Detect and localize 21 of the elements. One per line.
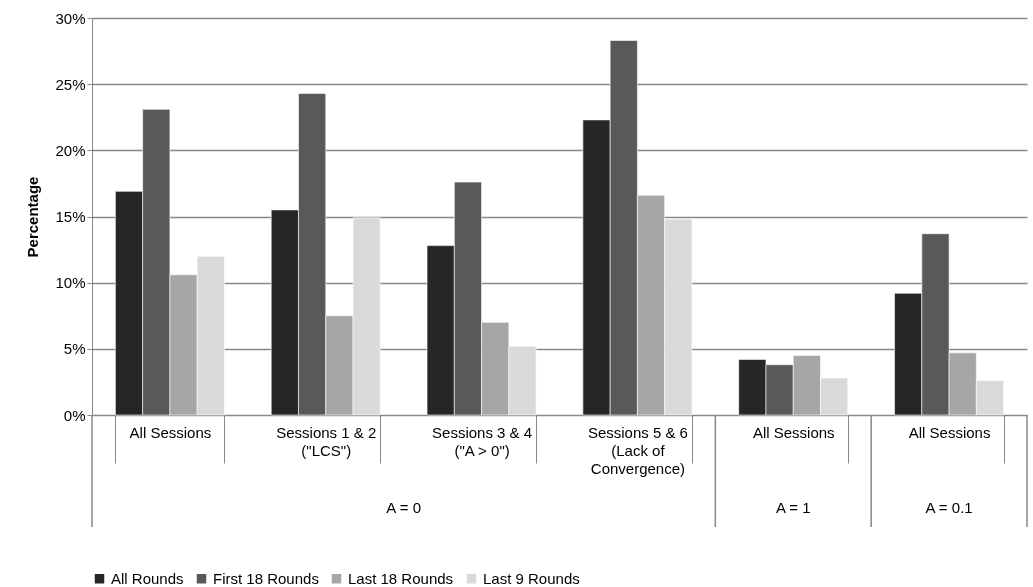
x-tick-label: Sessions 5 & 6 (Lack of Convergence)	[587, 423, 688, 477]
legend-label: All Rounds	[111, 569, 184, 587]
y-tick-label: 10%	[55, 274, 86, 292]
x-tick-label: Sessions 3 & 4 ("A > 0")	[432, 423, 533, 459]
y-tick-label: 20%	[55, 141, 86, 159]
text: A = 0	[386, 499, 421, 516]
x-tick-label: Sessions 1 & 2 ("LCS")	[276, 423, 377, 459]
legend-label: Last 9 Rounds	[483, 569, 580, 587]
x-tick-label: All Sessions	[752, 423, 835, 441]
y-tick-label: 30%	[55, 9, 86, 27]
text: A = 0.1	[925, 499, 973, 516]
y-axis-title: Percentage	[24, 176, 42, 258]
text: A = 1	[775, 499, 811, 516]
legend-label: Last 18 Rounds	[348, 569, 454, 587]
y-tick-label: 0%	[63, 406, 86, 424]
y-tick-label: 15%	[55, 208, 86, 225]
y-tick-label: 25%	[55, 75, 86, 93]
x-tick-label: All Sessions	[908, 423, 991, 441]
y-tick-label: 5%	[63, 340, 86, 358]
x-tick-label: All Sessions	[129, 423, 212, 441]
legend-label: First 18 Rounds	[213, 569, 319, 587]
